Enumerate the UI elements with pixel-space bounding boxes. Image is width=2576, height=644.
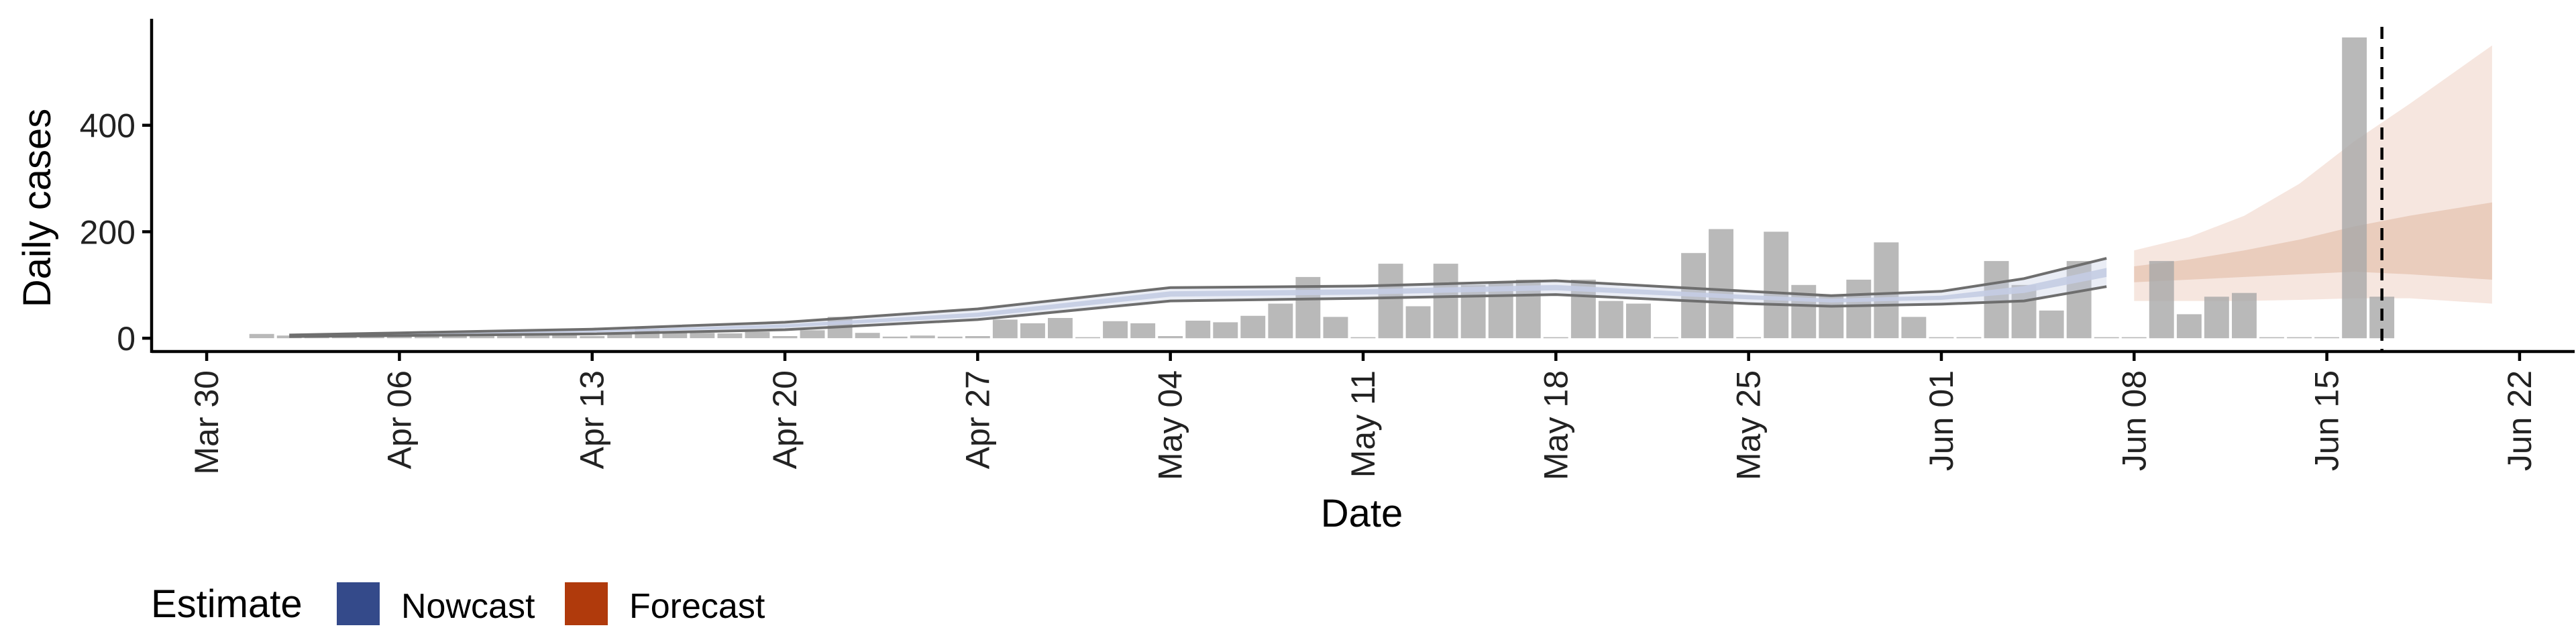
legend: Estimate Nowcast Forecast bbox=[151, 582, 765, 626]
x-tick-label: May 18 bbox=[1537, 370, 1574, 480]
case-bar bbox=[1158, 336, 1183, 339]
case-bar bbox=[1819, 295, 1844, 339]
case-bar bbox=[1956, 337, 1982, 339]
case-bar bbox=[2121, 337, 2147, 339]
x-tick-label: May 04 bbox=[1152, 370, 1189, 480]
x-tick-label: May 11 bbox=[1344, 370, 1382, 478]
y-axis-ticks: 0 200 400 bbox=[80, 107, 152, 358]
x-tick-label: Jun 01 bbox=[1923, 370, 1960, 471]
case-bar bbox=[2259, 337, 2284, 339]
case-bar bbox=[855, 333, 880, 339]
legend-label-forecast: Forecast bbox=[629, 587, 765, 626]
case-bar bbox=[580, 336, 605, 339]
case-bar bbox=[1929, 337, 1954, 339]
case-bar bbox=[415, 336, 439, 339]
case-bar bbox=[1020, 323, 1045, 339]
case-bar bbox=[910, 335, 935, 339]
case-bar bbox=[1240, 315, 1266, 339]
case-bar bbox=[1378, 264, 1403, 339]
legend-title: Estimate bbox=[151, 582, 303, 626]
forecast-inner-band bbox=[2134, 202, 2492, 282]
x-tick-label: May 25 bbox=[1730, 370, 1768, 480]
case-bar bbox=[662, 331, 688, 339]
x-tick-label: Apr 13 bbox=[574, 370, 611, 469]
case-bar bbox=[2287, 337, 2312, 339]
case-bar bbox=[937, 336, 963, 339]
legend-label-nowcast: Nowcast bbox=[401, 587, 535, 626]
case-bar bbox=[470, 335, 494, 339]
case-bar bbox=[1323, 317, 1348, 339]
case-bar bbox=[1984, 261, 2009, 339]
x-tick-label: Jun 15 bbox=[2308, 370, 2346, 471]
case-bar bbox=[1460, 284, 1486, 339]
case-bar bbox=[772, 336, 798, 339]
case-bar bbox=[2232, 292, 2257, 339]
case-bar bbox=[1736, 337, 1762, 339]
nowcast-lower-line bbox=[289, 285, 2107, 338]
forecast-bands bbox=[2134, 45, 2492, 304]
x-axis-ticks: Mar 30 Apr 06 Apr 13 Apr 20 Apr 27 May 04 May … bbox=[188, 352, 2538, 480]
case-bar bbox=[2314, 337, 2339, 339]
case-bar bbox=[525, 335, 550, 339]
nowcast-bands bbox=[289, 257, 2107, 338]
legend-swatch-forecast bbox=[565, 582, 608, 625]
case-bar bbox=[1103, 321, 1128, 339]
case-bar bbox=[2094, 337, 2119, 339]
case-bar bbox=[1130, 323, 1156, 339]
x-tick-label: Mar 30 bbox=[188, 370, 225, 475]
case-bar bbox=[552, 335, 578, 339]
case-bar bbox=[2149, 261, 2174, 339]
case-bar bbox=[2204, 297, 2229, 339]
case-bar bbox=[1846, 279, 1872, 339]
case-bar bbox=[249, 333, 274, 339]
case-bar bbox=[1075, 337, 1100, 339]
case-bar bbox=[690, 333, 715, 339]
case-bar bbox=[2176, 314, 2202, 339]
case-bar bbox=[1405, 306, 1431, 339]
case-bar bbox=[2342, 37, 2367, 339]
case-bar bbox=[800, 330, 825, 339]
x-axis-title: Date bbox=[1321, 492, 1403, 535]
nowcast-upper-line bbox=[289, 257, 2107, 337]
nowcast-outer-band bbox=[289, 258, 2107, 337]
case-bar bbox=[965, 336, 990, 339]
case-bar bbox=[1709, 229, 1733, 339]
y-tick-label: 0 bbox=[117, 320, 136, 358]
y-tick-label: 200 bbox=[80, 213, 136, 251]
case-bar bbox=[607, 333, 633, 339]
case-bar bbox=[992, 319, 1018, 339]
case-bar bbox=[1764, 231, 1789, 339]
case-bar bbox=[1048, 318, 1073, 339]
case-bar bbox=[1213, 322, 1238, 339]
x-tick-label: Apr 06 bbox=[380, 370, 418, 469]
case-bar bbox=[497, 334, 522, 339]
y-axis-title: Daily cases bbox=[15, 109, 59, 308]
case-bar bbox=[717, 333, 743, 339]
case-bar bbox=[1543, 337, 1568, 339]
x-tick-label: Apr 20 bbox=[766, 370, 804, 469]
case-bar bbox=[1654, 337, 1678, 339]
legend-swatch-nowcast bbox=[337, 582, 380, 625]
case-bar bbox=[2011, 284, 2037, 339]
case-bar bbox=[1901, 317, 1927, 339]
y-tick-label: 400 bbox=[80, 107, 136, 145]
case-bar bbox=[442, 335, 467, 339]
case-bar bbox=[1598, 301, 1623, 339]
case-bar bbox=[745, 331, 770, 339]
case-bar bbox=[1185, 321, 1211, 339]
case-bar bbox=[1268, 303, 1293, 339]
case-bar bbox=[359, 336, 384, 339]
x-tick-label: Jun 08 bbox=[2115, 370, 2153, 471]
case-bar bbox=[2039, 310, 2064, 339]
x-tick-label: Apr 27 bbox=[959, 370, 996, 469]
case-bar bbox=[1350, 337, 1376, 339]
case-bar bbox=[1433, 264, 1458, 339]
case-bar bbox=[882, 336, 908, 339]
case-bar bbox=[1874, 242, 1899, 339]
x-tick-label: Jun 22 bbox=[2501, 370, 2538, 471]
case-bar bbox=[1626, 303, 1651, 339]
